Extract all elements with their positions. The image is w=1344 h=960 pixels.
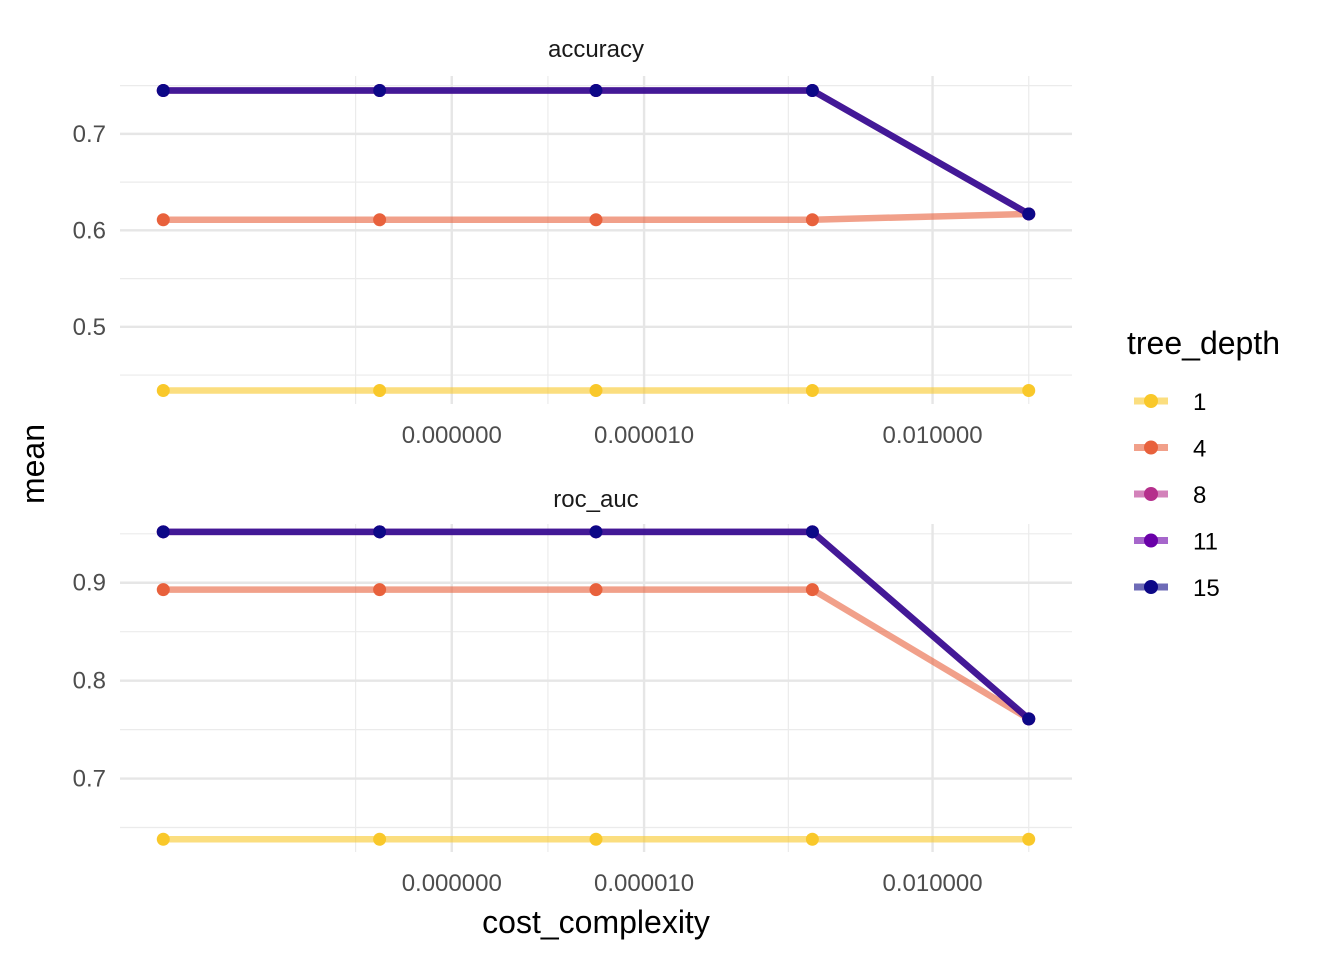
legend-label: 1 [1193,389,1206,416]
data-point-15 [805,83,819,97]
data-point-1 [589,832,603,846]
legend-key-point [1144,440,1158,455]
data-point-15 [1022,207,1036,221]
series-line-8 [163,528,1031,722]
series-line-15 [163,87,1031,217]
y-tick-label: 0.9 [73,570,106,597]
series-line-11 [163,528,1031,722]
data-point-1 [805,383,819,397]
panel-accuracy: 0.5 0.6 0.7 0.000000 0.000010 0.010000 accurac… [73,36,1072,449]
y-axis-title: mean [15,424,51,504]
y-tick-label: 0.8 [73,668,106,695]
data-point-4 [373,213,387,227]
legend-item-1: 1 [1134,389,1206,416]
data-point-15 [1022,712,1036,726]
data-point-1 [373,832,387,846]
legend-item-15: 15 [1134,575,1220,602]
data-point-15 [589,525,603,539]
facet-title: roc_auc [553,486,638,513]
data-point-1 [373,383,387,397]
data-point-1 [589,383,603,397]
data-point-4 [589,583,603,597]
data-point-15 [156,83,170,97]
legend-item-8: 8 [1134,482,1206,509]
data-point-1 [1022,383,1036,397]
data-point-15 [373,83,387,97]
facet-title: accuracy [548,36,644,63]
x-tick-label: 0.000000 [402,422,502,449]
data-point-4 [156,583,170,597]
x-tick-label: 0.000010 [594,870,694,897]
legend-label: 11 [1193,529,1218,556]
y-tick-label: 0.7 [73,121,106,148]
legend-item-11: 11 [1134,529,1218,556]
legend-title: tree_depth [1127,325,1280,361]
x-tick-label: 0.000010 [594,422,694,449]
data-point-15 [373,525,387,539]
data-point-4 [805,213,819,227]
legend-label: 4 [1193,436,1206,463]
legend-key-point [1144,580,1158,594]
data-point-1 [156,383,170,397]
legend-item-4: 4 [1134,436,1206,463]
legend-key-point [1144,487,1158,501]
data-point-15 [156,525,170,539]
x-tick-label: 0.010000 [883,422,983,449]
legend-label: 8 [1193,482,1206,509]
y-tick-label: 0.6 [73,217,106,244]
data-point-4 [373,583,387,597]
y-tick-label: 0.5 [73,314,106,341]
legend-key-point [1144,533,1158,548]
data-point-15 [589,83,603,97]
data-point-1 [805,832,819,846]
data-point-1 [1022,832,1036,846]
legend-label: 15 [1193,575,1220,602]
legend: tree_depth 1 4 8 11 15 [1127,325,1280,602]
x-tick-label: 0.010000 [883,870,983,897]
series-line-11 [163,87,1031,217]
data-point-4 [805,583,819,597]
x-tick-label: 0.000000 [402,870,502,897]
data-point-4 [156,213,170,227]
legend-key-point [1144,394,1158,408]
data-point-4 [589,213,603,227]
data-point-1 [156,832,170,846]
series-line-15 [163,528,1031,722]
x-axis-title: cost_complexity [482,904,710,940]
panel-roc_auc: 0.7 0.8 0.9 0.000000 0.000010 0.010000 roc_auc [73,486,1072,897]
series-line-8 [163,87,1031,217]
y-tick-label: 0.7 [73,766,106,793]
data-point-15 [805,525,819,539]
